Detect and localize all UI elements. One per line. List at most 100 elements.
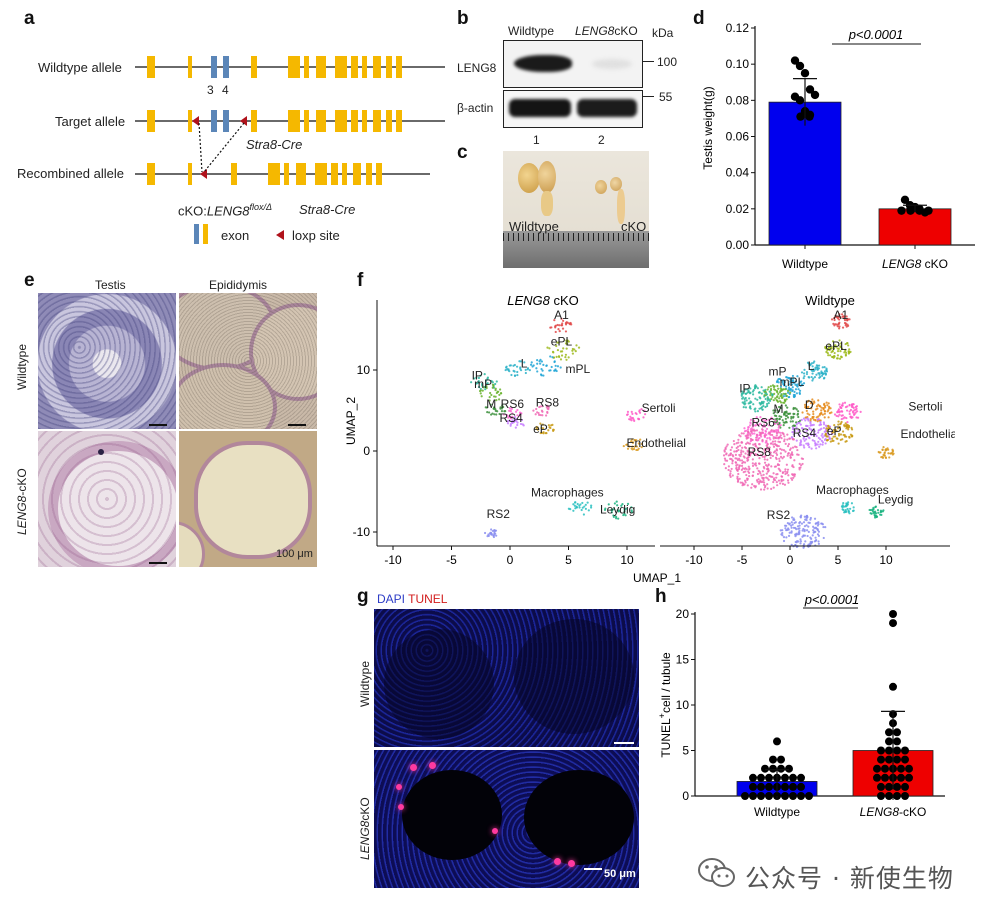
watermark-text: 公众号 · 新使生物 <box>745 864 954 893</box>
umap-point <box>516 370 519 374</box>
umap-point <box>808 427 811 431</box>
umap-point <box>508 407 511 410</box>
umap-point <box>754 485 757 488</box>
umap-point <box>837 434 841 437</box>
umap-point <box>764 388 767 391</box>
umap-point <box>772 443 775 446</box>
umap-point <box>799 439 802 442</box>
umap-point <box>485 379 488 382</box>
umap-point <box>741 467 744 470</box>
umap-point <box>743 446 747 449</box>
umap-point <box>852 413 856 416</box>
umap-point <box>842 433 845 437</box>
umap-point <box>615 500 618 503</box>
data-point <box>877 746 885 755</box>
umap-point <box>756 410 759 413</box>
umap-point <box>817 540 820 543</box>
umap-point <box>743 400 746 403</box>
umap-point <box>784 414 788 417</box>
data-point <box>873 764 881 773</box>
umap-point <box>811 372 814 375</box>
umap-point <box>824 432 827 435</box>
umap-point <box>773 429 776 433</box>
umap-label-left-endothelial: Endothelial <box>627 436 686 450</box>
umap-point <box>486 377 489 380</box>
umap-point <box>809 420 812 424</box>
umap-point <box>748 450 751 453</box>
umap-x-tick-label: 0 <box>787 553 794 567</box>
umap-point <box>745 399 748 402</box>
umap-point <box>640 442 644 446</box>
umap-point <box>791 464 794 468</box>
umap-label-right-l: L <box>808 359 815 373</box>
y-tick-label: 0 <box>682 789 689 803</box>
umap-point <box>756 387 759 390</box>
umap-cluster-R-epl <box>824 339 852 360</box>
umap-point <box>807 399 810 402</box>
umap-point <box>745 392 748 395</box>
umap-point <box>883 452 886 455</box>
umap-x-tick-label: 5 <box>835 553 842 567</box>
umap-point <box>616 504 619 507</box>
umap-point <box>813 527 816 530</box>
umap-point <box>874 505 877 508</box>
chart-h-xcat-wildtype: Wildtype <box>754 805 800 819</box>
chart-d-ylabel: Testis weight(g) <box>701 86 715 169</box>
umap-point <box>758 457 761 460</box>
umap-point <box>788 448 792 452</box>
umap-point <box>555 344 558 348</box>
umap-point <box>756 446 759 449</box>
umap-point <box>501 404 504 407</box>
umap-point <box>811 365 814 368</box>
y-tick-label: 0.04 <box>726 166 750 180</box>
umap-point <box>812 423 815 426</box>
umap-point <box>581 506 584 509</box>
umap-point <box>792 415 795 418</box>
umap-point <box>776 422 779 425</box>
umap-point <box>799 538 802 541</box>
umap-label-left-rs8: RS8 <box>536 395 560 409</box>
umap-point <box>736 475 739 478</box>
umap-point <box>757 478 760 481</box>
umap-point <box>479 389 482 392</box>
fluor-cko-image <box>374 750 639 888</box>
umap-point <box>748 397 751 400</box>
umap-point <box>795 384 798 387</box>
chart-d-xcat-cko: LENG8 cKO <box>882 257 948 271</box>
umap-point <box>768 424 771 427</box>
umap-point <box>760 400 764 403</box>
umap-point <box>805 429 808 432</box>
umap-point <box>837 322 840 325</box>
umap-point <box>536 370 539 373</box>
umap-point <box>768 399 772 402</box>
umap-point <box>786 445 790 448</box>
data-point <box>881 764 889 773</box>
umap-point <box>771 393 774 396</box>
umap-point <box>553 360 556 363</box>
umap-point <box>498 393 501 396</box>
data-point <box>901 755 909 764</box>
chart-h-ticks: 0 5 10 15 20 <box>676 607 894 803</box>
umap-point <box>733 443 736 446</box>
umap-point <box>590 504 593 507</box>
allele-label-wildtype: Wildtype allele <box>38 60 122 75</box>
umap-point <box>542 432 545 435</box>
umap-point <box>817 431 820 434</box>
umap-point <box>802 444 805 447</box>
umap-point <box>798 444 802 447</box>
umap-point <box>796 375 799 378</box>
umap-point <box>759 402 762 405</box>
umap-point <box>724 459 727 462</box>
umap-point <box>776 399 779 402</box>
umap-point <box>748 392 752 395</box>
umap-point <box>781 431 784 435</box>
umap-cluster-R-a1 <box>830 313 851 330</box>
umap-point <box>479 387 482 390</box>
umap-point <box>854 411 857 414</box>
data-point <box>777 764 785 773</box>
fluor-row-wildtype: Wildtype <box>358 660 372 707</box>
umap-point <box>749 440 752 443</box>
umap-point <box>840 347 844 350</box>
umap-point <box>553 319 556 322</box>
chart-d: 0.00 0.02 0.04 0.06 0.08 0.10 0.12 p<0.0001 Te… <box>701 21 975 271</box>
